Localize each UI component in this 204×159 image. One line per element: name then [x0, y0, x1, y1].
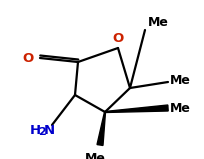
Text: O: O [22, 52, 33, 65]
Text: N: N [44, 124, 55, 136]
Text: Me: Me [84, 152, 105, 159]
Polygon shape [96, 112, 105, 145]
Text: Me: Me [169, 73, 190, 86]
Text: 2: 2 [38, 127, 45, 137]
Text: H: H [30, 124, 41, 136]
Text: Me: Me [147, 15, 168, 28]
Text: Me: Me [169, 101, 190, 114]
Text: O: O [112, 31, 123, 45]
Polygon shape [104, 105, 167, 113]
